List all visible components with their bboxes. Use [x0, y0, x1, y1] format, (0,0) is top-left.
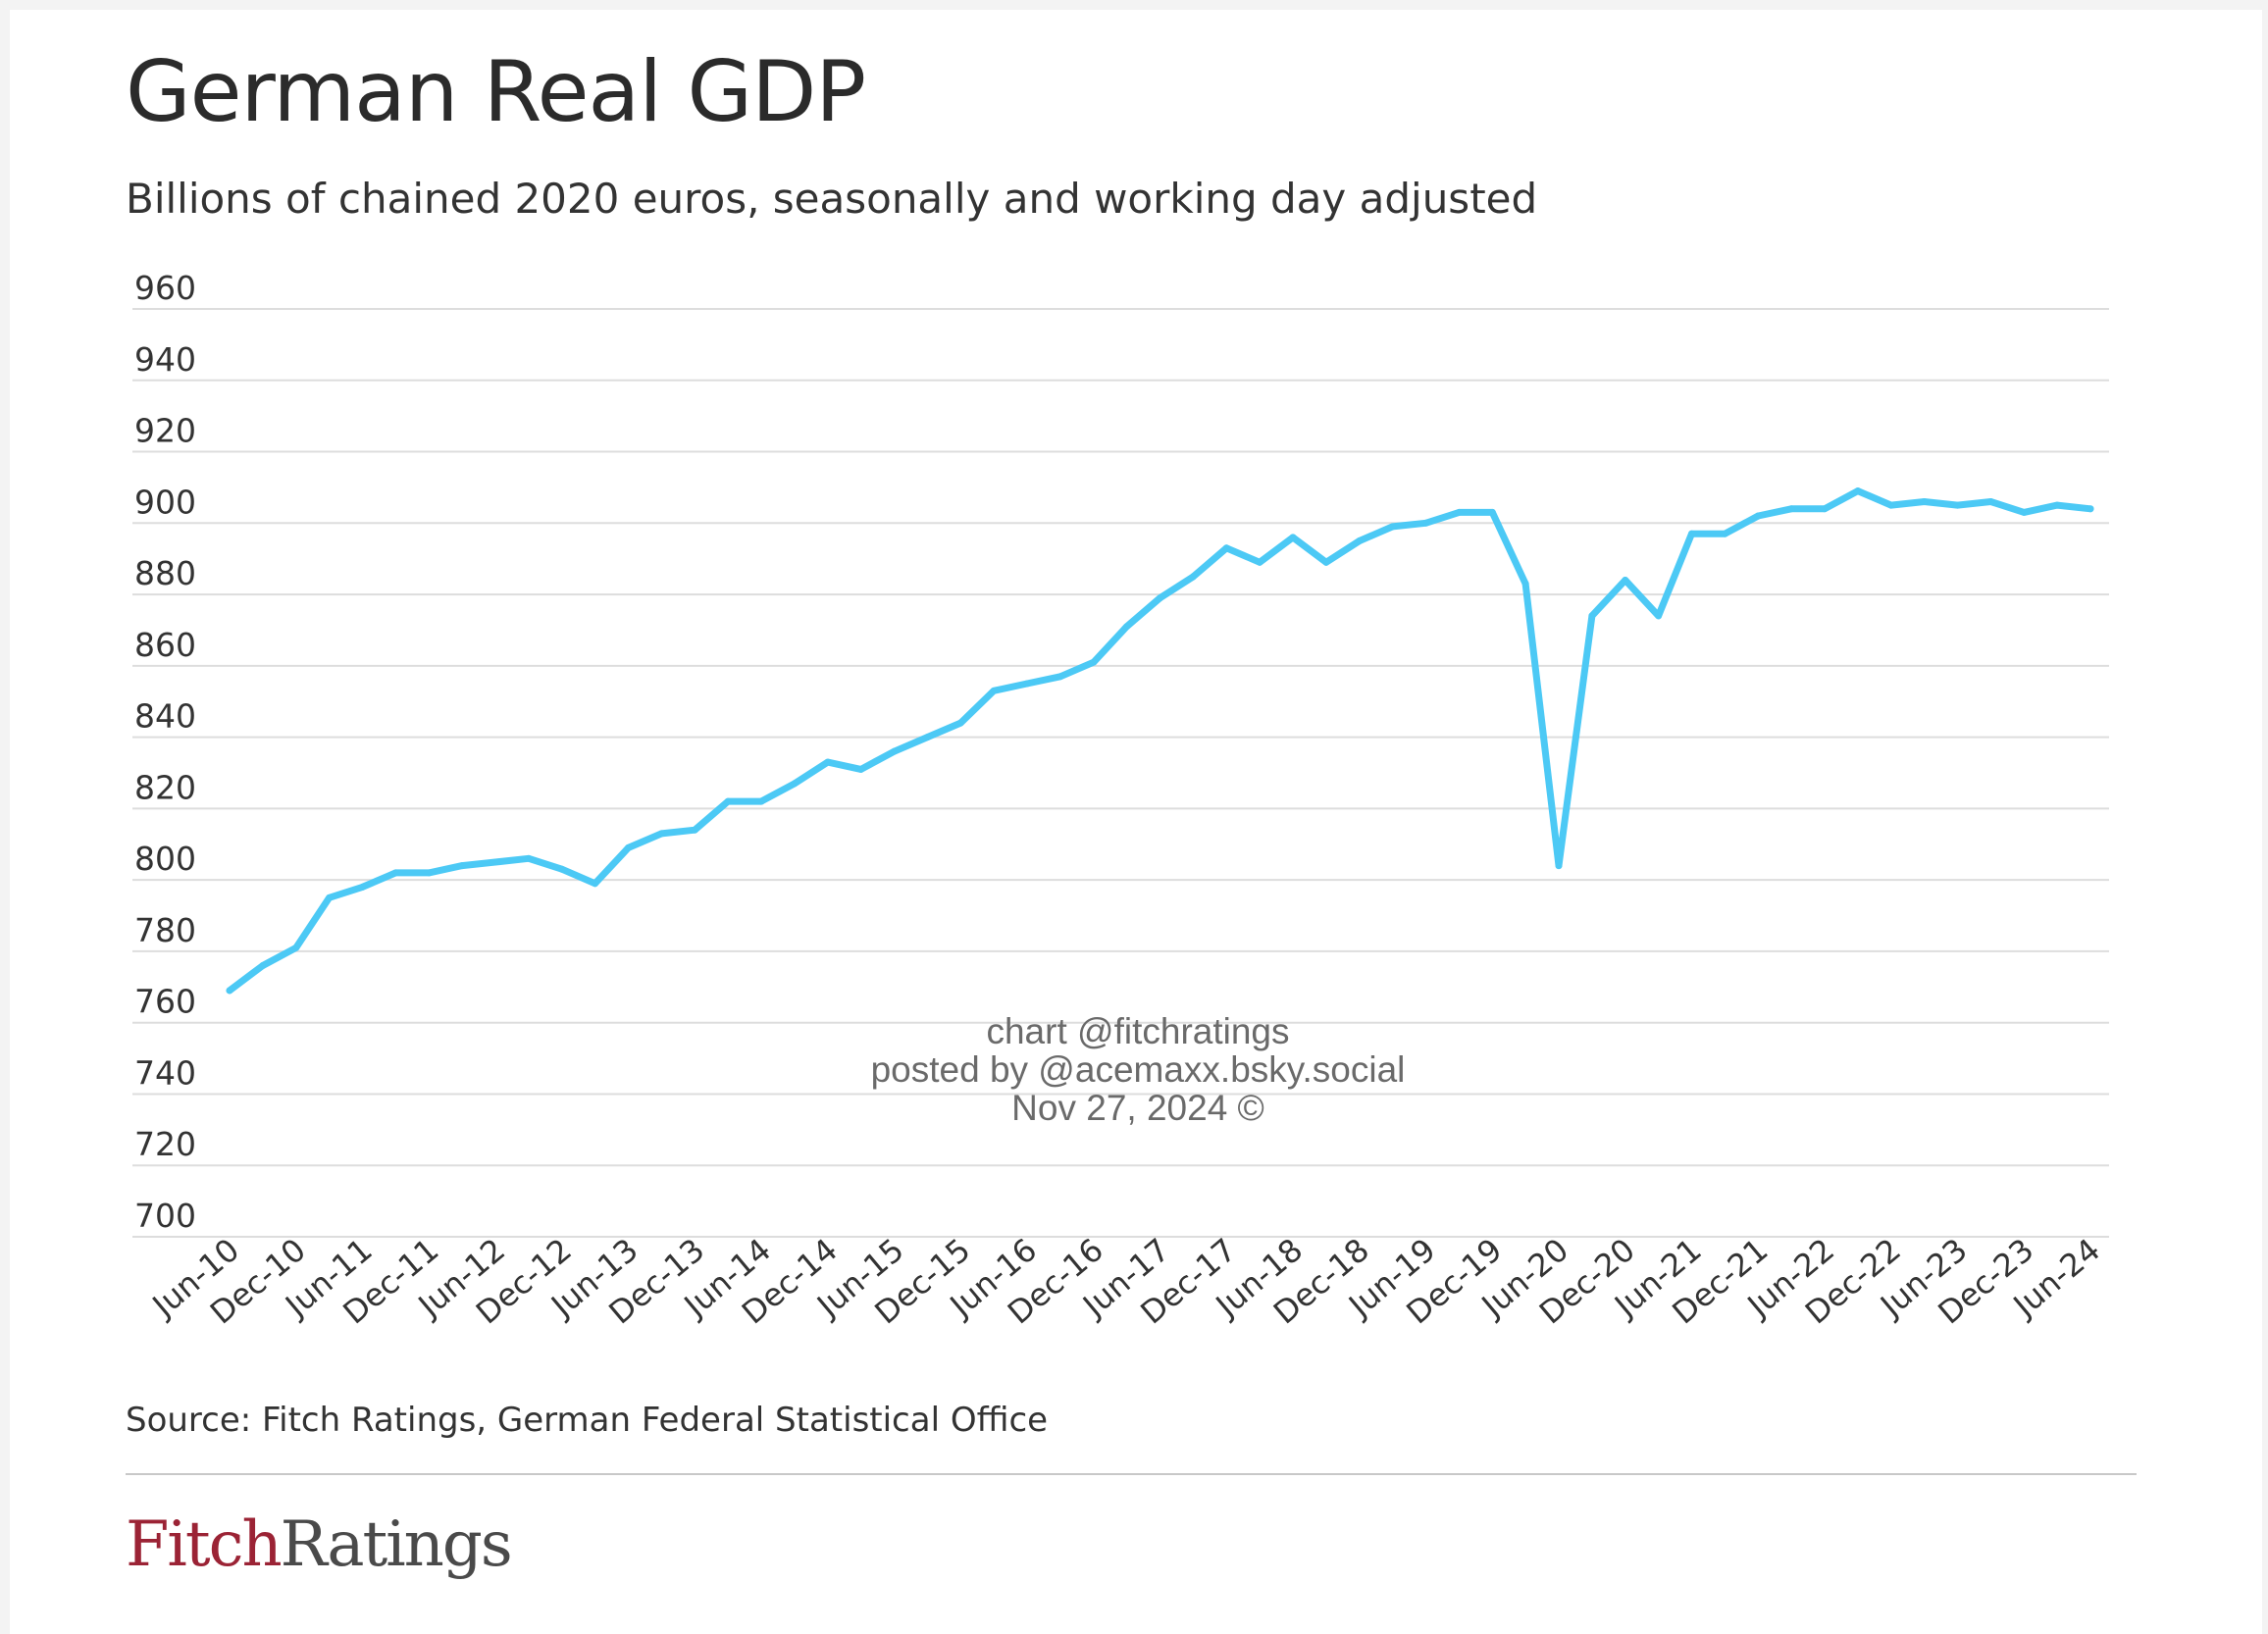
y-tick-label: 760 — [134, 983, 196, 1021]
y-tick-label: 920 — [134, 412, 196, 450]
data-point — [1356, 537, 1364, 544]
data-point — [1954, 501, 1961, 509]
gridlines — [132, 308, 2109, 1238]
data-point — [226, 987, 233, 995]
data-point — [558, 865, 566, 873]
data-point — [525, 854, 533, 862]
y-tick-label: 860 — [134, 626, 196, 664]
data-point — [1488, 508, 1496, 516]
data-point — [1123, 623, 1131, 631]
data-point — [824, 758, 832, 766]
watermark-line-2: posted by @acemaxx.bsky.social — [870, 1049, 1406, 1090]
fitch-ratings-logo: FitchRatings — [126, 1508, 513, 1581]
data-point — [1455, 508, 1463, 516]
y-tick-label: 700 — [134, 1197, 196, 1235]
y-tick-label: 720 — [134, 1125, 196, 1163]
data-point — [724, 797, 732, 805]
y-tick-label: 940 — [134, 340, 196, 379]
data-point — [1289, 534, 1297, 541]
data-point — [1921, 497, 1929, 505]
y-tick-label: 880 — [134, 554, 196, 592]
data-point — [1222, 544, 1230, 552]
watermark-line-1: chart @fitchratings — [986, 1011, 1290, 1051]
y-tick-label: 900 — [134, 483, 196, 521]
logo-ratings-text: Ratings — [280, 1508, 513, 1581]
data-point — [923, 734, 931, 741]
data-point — [1854, 487, 1862, 495]
data-point — [2020, 508, 2028, 516]
data-point — [956, 719, 964, 727]
data-point — [1090, 658, 1098, 666]
data-point — [857, 765, 865, 773]
y-tick-label: 960 — [134, 269, 196, 307]
chart-title: German Real GDP — [126, 43, 866, 141]
data-point — [1157, 594, 1163, 602]
data-point — [1322, 558, 1330, 566]
y-tick-label: 740 — [134, 1053, 196, 1092]
data-point — [1754, 512, 1762, 520]
data-point — [1389, 523, 1397, 531]
x-axis-tick-labels: Jun-10Dec-10Jun-11Dec-11Jun-12Dec-12Jun-… — [144, 1231, 2107, 1332]
data-point — [1555, 862, 1563, 870]
data-point — [359, 883, 366, 891]
footer-divider — [126, 1473, 2137, 1475]
data-point — [491, 858, 499, 866]
data-point — [990, 687, 998, 694]
data-point — [1688, 530, 1695, 537]
data-point — [757, 797, 765, 805]
data-point — [1189, 573, 1197, 581]
y-axis-tick-labels: 700 720 740 760 780 800 820 840 860 880 900 920 940 9… — [134, 269, 196, 1235]
data-point — [1986, 497, 1994, 505]
chart-card — [10, 10, 2262, 1634]
y-tick-label: 800 — [134, 840, 196, 878]
chart-subtitle: Billions of chained 2020 euros, seasonal… — [126, 175, 1538, 223]
data-point — [691, 826, 698, 834]
data-point — [1057, 673, 1064, 681]
data-point — [657, 830, 665, 838]
series-layer — [226, 487, 2094, 995]
line-chart: 700 720 740 760 780 800 820 840 860 880 900 920 940 9… — [132, 269, 2109, 1332]
data-point — [391, 869, 399, 877]
data-point — [425, 869, 433, 877]
data-point — [326, 894, 334, 901]
data-point — [1023, 680, 1031, 688]
data-point — [592, 880, 599, 888]
logo-fitch-text: Fitch — [126, 1508, 283, 1581]
data-point — [1422, 519, 1429, 527]
data-point — [1721, 530, 1728, 537]
data-point — [1821, 505, 1829, 513]
watermark: chart @fitchratings posted by @acemaxx.b… — [746, 1012, 1530, 1127]
data-point — [1787, 505, 1795, 513]
data-point — [2053, 501, 2061, 509]
gdp-series-line — [226, 487, 2094, 995]
data-point — [791, 780, 799, 788]
data-point — [2087, 505, 2094, 513]
data-point — [1521, 580, 1529, 587]
watermark-line-3: Nov 27, 2024 © — [1011, 1088, 1264, 1128]
data-point — [1887, 501, 1895, 509]
data-point — [292, 944, 300, 951]
data-point — [1588, 612, 1596, 620]
data-point — [625, 843, 632, 851]
y-tick-label: 840 — [134, 697, 196, 736]
y-tick-label: 820 — [134, 768, 196, 806]
source-note: Source: Fitch Ratings, German Federal St… — [126, 1401, 1049, 1440]
data-point — [891, 747, 898, 755]
data-point — [1655, 612, 1663, 620]
data-point — [458, 862, 466, 870]
data-point — [1256, 558, 1263, 566]
data-point — [1622, 577, 1629, 585]
data-point — [259, 961, 267, 969]
y-tick-label: 780 — [134, 911, 196, 949]
